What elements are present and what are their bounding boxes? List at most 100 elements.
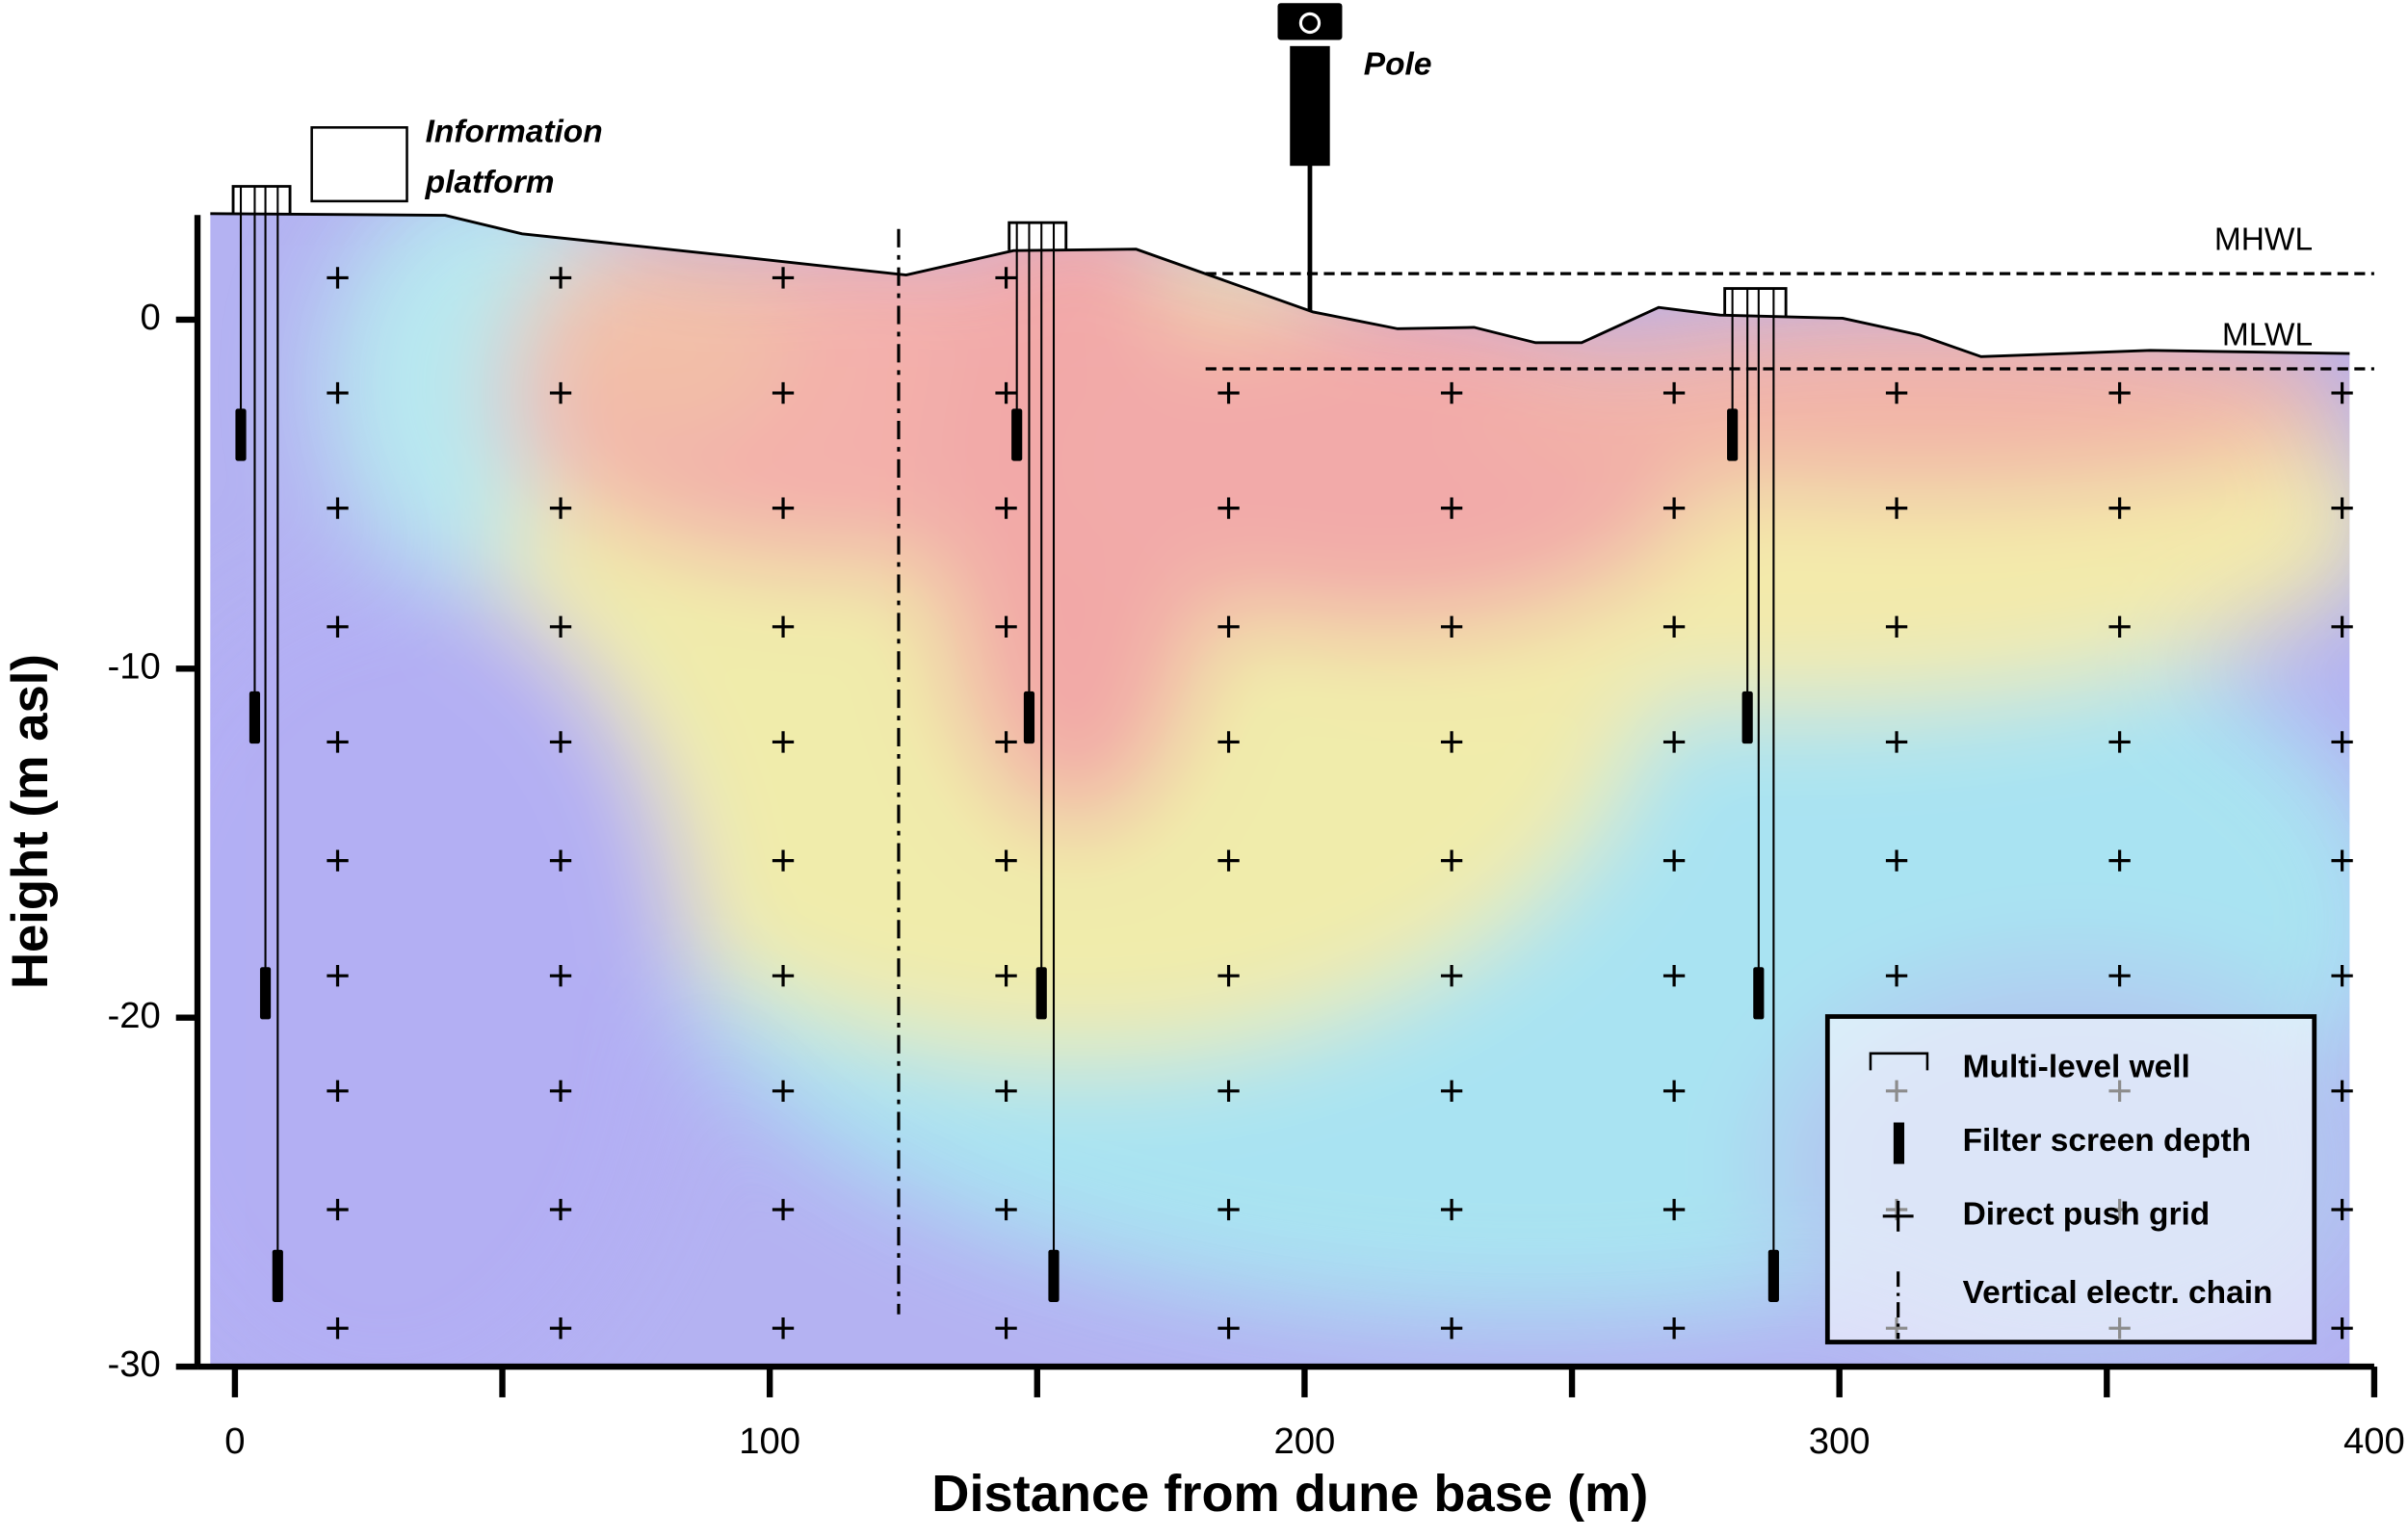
platform-label: Information <box>426 115 603 150</box>
x-axis-label: Distance from dune base (m) <box>931 1465 1648 1523</box>
grid-point <box>772 731 795 753</box>
platform-label: platform <box>425 165 555 200</box>
grid-point <box>2108 965 2131 987</box>
pole-sensor <box>1298 12 1322 35</box>
grid-point <box>1440 1198 1463 1221</box>
grid-point <box>1662 615 1686 638</box>
grid-point <box>1217 849 1240 872</box>
grid-point <box>1440 849 1463 872</box>
grid-point <box>772 1198 795 1221</box>
grid-point <box>2331 1080 2353 1102</box>
pole-label: Pole <box>1364 46 1432 82</box>
grid-point <box>327 731 349 753</box>
filter-screen <box>249 691 261 744</box>
grid-point <box>1662 497 1686 519</box>
grid-point <box>1440 381 1463 404</box>
grid-point <box>1217 1198 1240 1221</box>
grid-point <box>549 1317 572 1340</box>
legend-symbol <box>1893 1122 1905 1164</box>
grid-point <box>772 381 795 404</box>
y-tick-label: -20 <box>107 995 160 1036</box>
filter-screen <box>1048 1249 1060 1302</box>
x-tick-label: 200 <box>1274 1421 1336 1462</box>
well-cap <box>1723 287 1788 317</box>
grid-point <box>1440 731 1463 753</box>
grid-point <box>549 965 572 987</box>
y-tick-label: -10 <box>107 645 160 687</box>
filter-screen <box>1035 967 1047 1020</box>
grid-point <box>2331 1198 2353 1221</box>
legend-box <box>1824 1014 2317 1344</box>
grid-point <box>2331 615 2353 638</box>
grid-point <box>549 1198 572 1221</box>
y-tick-label: 0 <box>140 297 160 338</box>
filter-screen <box>1741 691 1753 744</box>
grid-point <box>1885 965 1908 987</box>
grid-point <box>549 849 572 872</box>
x-tick-label: 400 <box>2343 1421 2405 1462</box>
grid-point <box>995 1080 1017 1102</box>
grid-point <box>327 497 349 519</box>
grid-point <box>1217 731 1240 753</box>
grid-point <box>1662 381 1686 404</box>
legend: Multi-level well Filter screen depth Dir… <box>1824 1014 2317 1344</box>
well-cap <box>231 185 292 215</box>
grid-point <box>1217 615 1240 638</box>
grid-point <box>2331 731 2353 753</box>
grid-point <box>2331 381 2353 404</box>
filter-screen <box>1753 967 1765 1020</box>
grid-point <box>1217 381 1240 404</box>
grid-point <box>995 1317 1017 1340</box>
filter-screen <box>1727 408 1739 461</box>
filter-screen <box>1023 691 1035 744</box>
grid-point <box>1662 965 1686 987</box>
grid-point <box>327 965 349 987</box>
legend-label: Direct push grid <box>1963 1197 2211 1233</box>
legend-label: Multi-level well <box>1963 1050 2190 1085</box>
grid-point <box>1217 965 1240 987</box>
legend-symbol <box>1882 1200 1914 1232</box>
grid-point <box>1662 1080 1686 1102</box>
grid-point <box>772 1317 795 1340</box>
water-level-label: MLWL <box>2222 317 2313 352</box>
y-tick-label: -30 <box>107 1343 160 1385</box>
grid-point <box>1662 1317 1686 1340</box>
grid-point <box>1885 615 1908 638</box>
grid-point <box>1217 1080 1240 1102</box>
grid-point <box>1885 497 1908 519</box>
grid-point <box>995 381 1017 404</box>
grid-point <box>772 267 795 289</box>
grid-point <box>327 381 349 404</box>
x-tick-label: 300 <box>1809 1421 1871 1462</box>
grid-point <box>327 1317 349 1340</box>
pole-head <box>1277 3 1343 40</box>
well-cap <box>1008 221 1068 250</box>
grid-point <box>2108 615 2131 638</box>
grid-point <box>772 965 795 987</box>
grid-point <box>995 1198 1017 1221</box>
grid-point <box>1440 965 1463 987</box>
grid-point <box>1440 497 1463 519</box>
grid-point <box>1662 731 1686 753</box>
grid-point <box>772 497 795 519</box>
grid-point <box>995 267 1017 289</box>
filter-screen <box>272 1249 283 1302</box>
grid-point <box>327 1198 349 1221</box>
information-platform <box>310 126 408 203</box>
grid-point <box>995 849 1017 872</box>
filter-screen <box>259 967 272 1020</box>
filter-screen <box>1767 1249 1779 1302</box>
grid-point <box>1662 1198 1686 1221</box>
grid-point <box>2108 731 2131 753</box>
legend-symbol <box>1869 1052 1929 1071</box>
grid-point <box>995 497 1017 519</box>
grid-point <box>327 267 349 289</box>
x-tick-label: 100 <box>739 1421 800 1462</box>
grid-point <box>1440 1080 1463 1102</box>
x-tick-label: 0 <box>224 1421 245 1462</box>
grid-point <box>772 1080 795 1102</box>
grid-point <box>2108 497 2131 519</box>
grid-point <box>1440 615 1463 638</box>
grid-point <box>772 615 795 638</box>
grid-point <box>549 1080 572 1102</box>
